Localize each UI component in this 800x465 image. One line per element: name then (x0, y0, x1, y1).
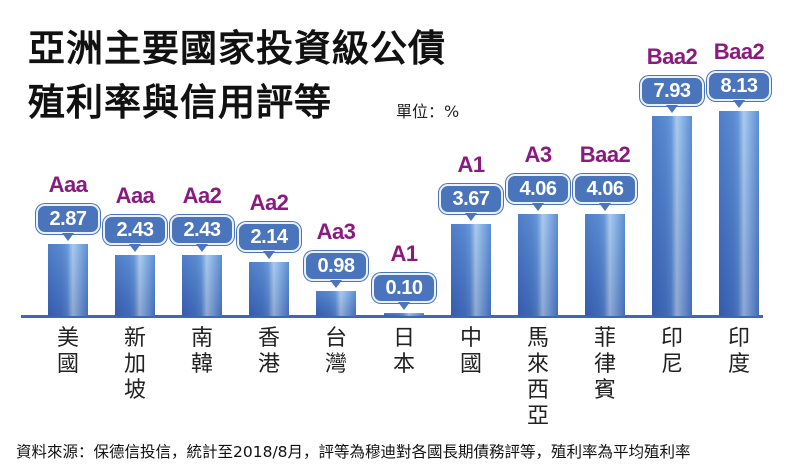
category-label: 印度 (727, 326, 750, 377)
value-label-bubble: 4.06 (506, 174, 570, 211)
value-label-text: 2.43 (116, 219, 154, 241)
category-label: 香港 (257, 326, 280, 377)
bar (652, 116, 692, 316)
source-note: 資料來源：保德信投信，統計至2018/8月，評等為穆迪對各國長期債務評等，殖利率… (16, 443, 691, 461)
value-label-text: 4.06 (519, 178, 557, 200)
value-label-text: 4.06 (586, 178, 624, 200)
bubble-pointer (129, 244, 141, 252)
bar (249, 262, 289, 316)
credit-rating-label: A1 (390, 241, 418, 266)
unit-label: 單位：% (396, 102, 460, 121)
category-label: 日本 (392, 326, 415, 377)
value-label-bubble: 3.67 (439, 184, 503, 221)
chart-title-line1: 亞洲主要國家投資級公債 (28, 27, 446, 70)
bar (384, 313, 424, 316)
credit-rating-label: Aa2 (182, 183, 222, 208)
bubble-pointer (599, 203, 611, 211)
category-label: 新加坡 (123, 326, 146, 403)
bubble-pointer (196, 244, 208, 252)
category-label: 馬來西亞 (526, 326, 549, 429)
value-label-bubble: 2.43 (170, 215, 234, 252)
bubble-pointer (666, 105, 678, 113)
value-label-text: 8.13 (720, 75, 758, 97)
bar (316, 291, 356, 316)
value-label-text: 7.93 (653, 80, 691, 102)
bar (585, 214, 625, 316)
value-label-bubble: 2.14 (237, 222, 301, 259)
chart-title-line2: 殖利率與信用評等 (28, 81, 332, 124)
bubble-pointer (62, 233, 74, 241)
value-label-bubble: 7.93 (640, 76, 704, 113)
credit-rating-label: Aaa (115, 183, 155, 208)
value-label-bubble: 2.87 (36, 204, 100, 241)
bar (182, 255, 222, 316)
credit-rating-label: Baa2 (713, 39, 765, 64)
x-axis-baseline (21, 315, 763, 318)
value-label-text: 0.98 (317, 255, 355, 277)
bubble-pointer (263, 251, 275, 259)
bar (518, 214, 558, 316)
value-label-bubble: 0.98 (304, 251, 368, 288)
category-label: 台灣 (324, 326, 347, 377)
value-label-text: 2.14 (250, 226, 288, 248)
bubble-pointer (330, 280, 342, 288)
bubble-pointer (532, 203, 544, 211)
value-label-text: 3.67 (452, 188, 490, 210)
category-label: 印尼 (660, 326, 683, 377)
credit-rating-label: Aa2 (249, 190, 289, 215)
credit-rating-label: Baa2 (646, 44, 698, 69)
category-label: 菲律賓 (593, 326, 616, 403)
bubble-pointer (465, 213, 477, 221)
value-label-text: 2.43 (183, 219, 221, 241)
category-label: 中國 (459, 326, 482, 377)
bubble-pointer (398, 302, 410, 310)
value-label-bubble: 0.10 (372, 273, 436, 310)
bar (719, 111, 759, 316)
value-label-bubble: 2.43 (103, 215, 167, 252)
category-label: 南韓 (190, 326, 213, 377)
credit-rating-label: A1 (457, 152, 485, 177)
value-label-bubble: 4.06 (573, 174, 637, 211)
bar (451, 224, 491, 316)
credit-rating-label: Aaa (48, 172, 88, 197)
value-label-bubble: 8.13 (707, 71, 771, 108)
value-label-text: 2.87 (49, 208, 87, 230)
credit-rating-label: Aa3 (316, 219, 356, 244)
category-label: 美國 (56, 326, 79, 377)
value-label-text: 0.10 (385, 277, 423, 299)
credit-rating-label: A3 (524, 142, 552, 167)
credit-rating-label: Baa2 (579, 142, 631, 167)
bubble-pointer (733, 100, 745, 108)
bar (48, 244, 88, 316)
bar (115, 255, 155, 316)
